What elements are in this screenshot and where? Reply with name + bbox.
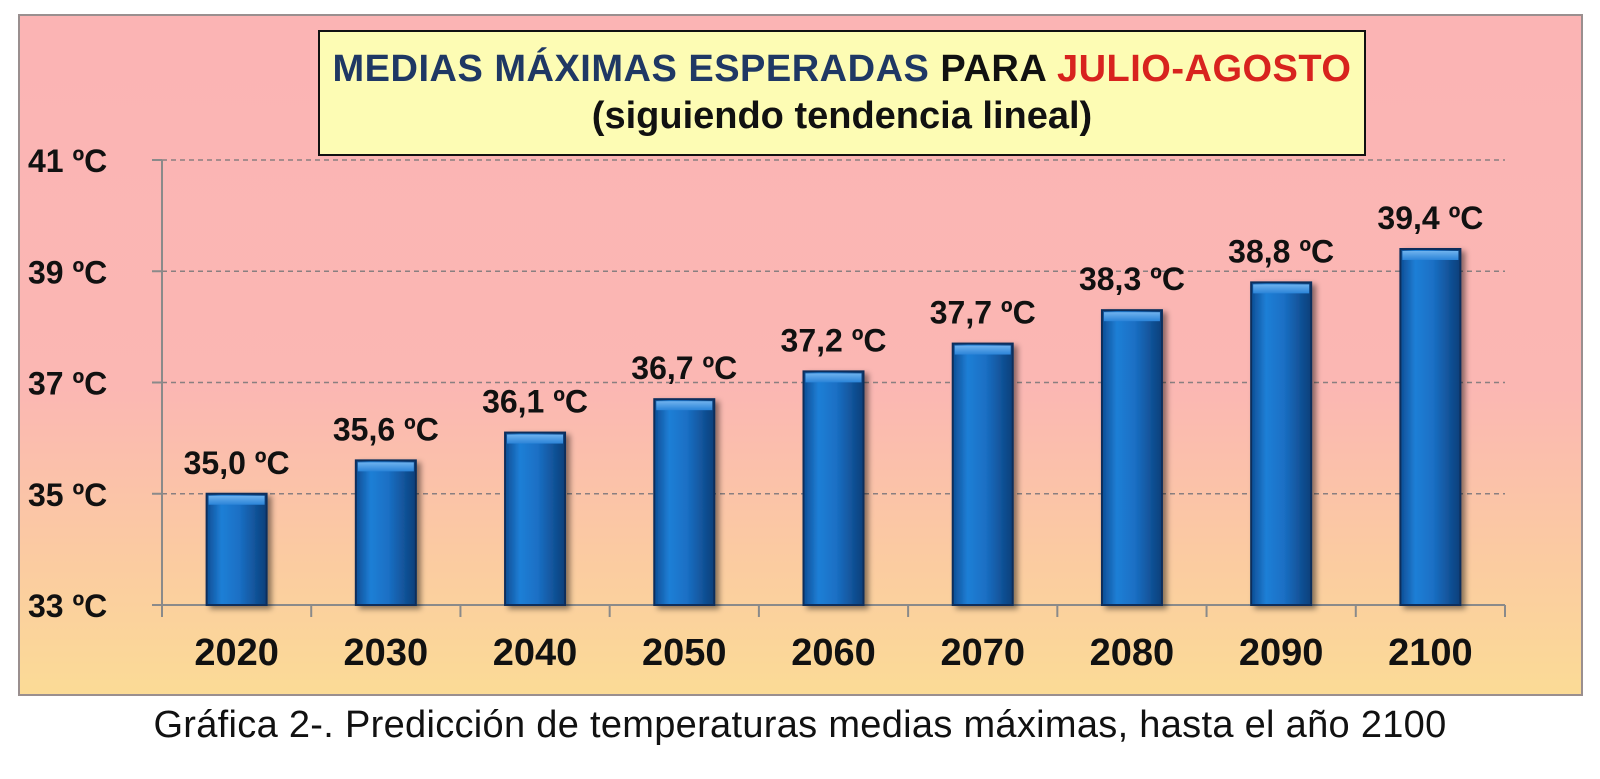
bar-body bbox=[1399, 248, 1462, 606]
data-label: 39,4 ºC bbox=[1377, 200, 1483, 236]
y-tick-labels: 33 ºC 35 ºC 37 ºC 39 ºC 41 ºC bbox=[28, 143, 107, 624]
bar-highlight bbox=[954, 345, 1011, 355]
y-tick-label: 41 ºC bbox=[28, 143, 107, 179]
x-tick-label: 2040 bbox=[493, 632, 578, 674]
data-labels: 35,0 ºC 35,6 ºC 36,1 ºC 36,7 ºC 37,2 ºC 37,7 … bbox=[184, 200, 1484, 481]
bar-2060 bbox=[802, 370, 865, 606]
chart-title: MEDIAS MÁXIMAS ESPERADAS PARA JULIO-AGOS… bbox=[320, 46, 1364, 92]
bar-2080 bbox=[1100, 309, 1163, 606]
bar-body bbox=[504, 431, 567, 606]
bar-highlight bbox=[1402, 251, 1459, 260]
bar-body bbox=[205, 492, 268, 606]
x-tick-label: 2030 bbox=[344, 632, 429, 674]
y-tick-label: 39 ºC bbox=[28, 254, 107, 290]
data-label: 37,7 ºC bbox=[930, 295, 1036, 331]
bar-2030 bbox=[354, 459, 417, 606]
x-tick-label: 2090 bbox=[1239, 632, 1324, 674]
bar-body bbox=[354, 459, 417, 606]
bar-body bbox=[1100, 309, 1163, 606]
bars bbox=[205, 248, 1462, 606]
bar-2050 bbox=[653, 398, 716, 606]
x-tick-label: 2050 bbox=[642, 632, 727, 674]
data-label: 35,6 ºC bbox=[333, 411, 439, 447]
bar-highlight bbox=[656, 401, 713, 411]
y-tick-label: 35 ºC bbox=[28, 477, 107, 513]
bar-highlight bbox=[1103, 312, 1160, 322]
data-label: 36,7 ºC bbox=[631, 350, 737, 386]
x-tick-label: 2080 bbox=[1090, 632, 1175, 674]
x-tick-label: 2060 bbox=[791, 632, 876, 674]
bar-body bbox=[653, 398, 716, 606]
bar-body bbox=[1250, 281, 1313, 606]
bar-body bbox=[802, 370, 865, 606]
title-part-medias: MEDIAS MÁXIMAS ESPERADAS bbox=[332, 48, 930, 90]
bar-2040 bbox=[504, 431, 567, 606]
bar-2070 bbox=[951, 342, 1014, 606]
bar-2090 bbox=[1250, 281, 1313, 606]
bar-highlight bbox=[1253, 284, 1310, 294]
bar-highlight bbox=[805, 373, 862, 383]
bar-2020 bbox=[205, 492, 268, 606]
x-tick-label: 2100 bbox=[1388, 632, 1473, 674]
x-tick-label: 2020 bbox=[194, 632, 279, 674]
bar-highlight bbox=[357, 462, 414, 472]
x-tick-labels: 2020 2030 2040 2050 2060 2070 2080 2090 2100 bbox=[194, 632, 1472, 674]
x-tick-label: 2070 bbox=[940, 632, 1025, 674]
title-part-months: JULIO-AGOSTO bbox=[1056, 48, 1352, 90]
data-label: 38,8 ºC bbox=[1228, 233, 1334, 269]
data-label: 38,3 ºC bbox=[1079, 261, 1185, 297]
y-tick-label: 33 ºC bbox=[28, 588, 107, 624]
figure-caption: Gráfica 2-. Predicción de temperaturas m… bbox=[153, 704, 1447, 746]
title-part-para: PARA bbox=[940, 48, 1046, 90]
data-label: 35,0 ºC bbox=[184, 445, 290, 481]
bar-body bbox=[951, 342, 1014, 606]
bar-highlight bbox=[208, 495, 265, 505]
y-tick-label: 37 ºC bbox=[28, 366, 107, 402]
data-label: 36,1 ºC bbox=[482, 384, 588, 420]
bar-2100 bbox=[1399, 248, 1462, 606]
bar-highlight bbox=[507, 434, 564, 444]
chart-title-box: MEDIAS MÁXIMAS ESPERADAS PARA JULIO-AGOS… bbox=[318, 30, 1366, 156]
chart-subtitle: (siguiendo tendencia lineal) bbox=[591, 95, 1093, 137]
data-label: 37,2 ºC bbox=[781, 322, 887, 358]
